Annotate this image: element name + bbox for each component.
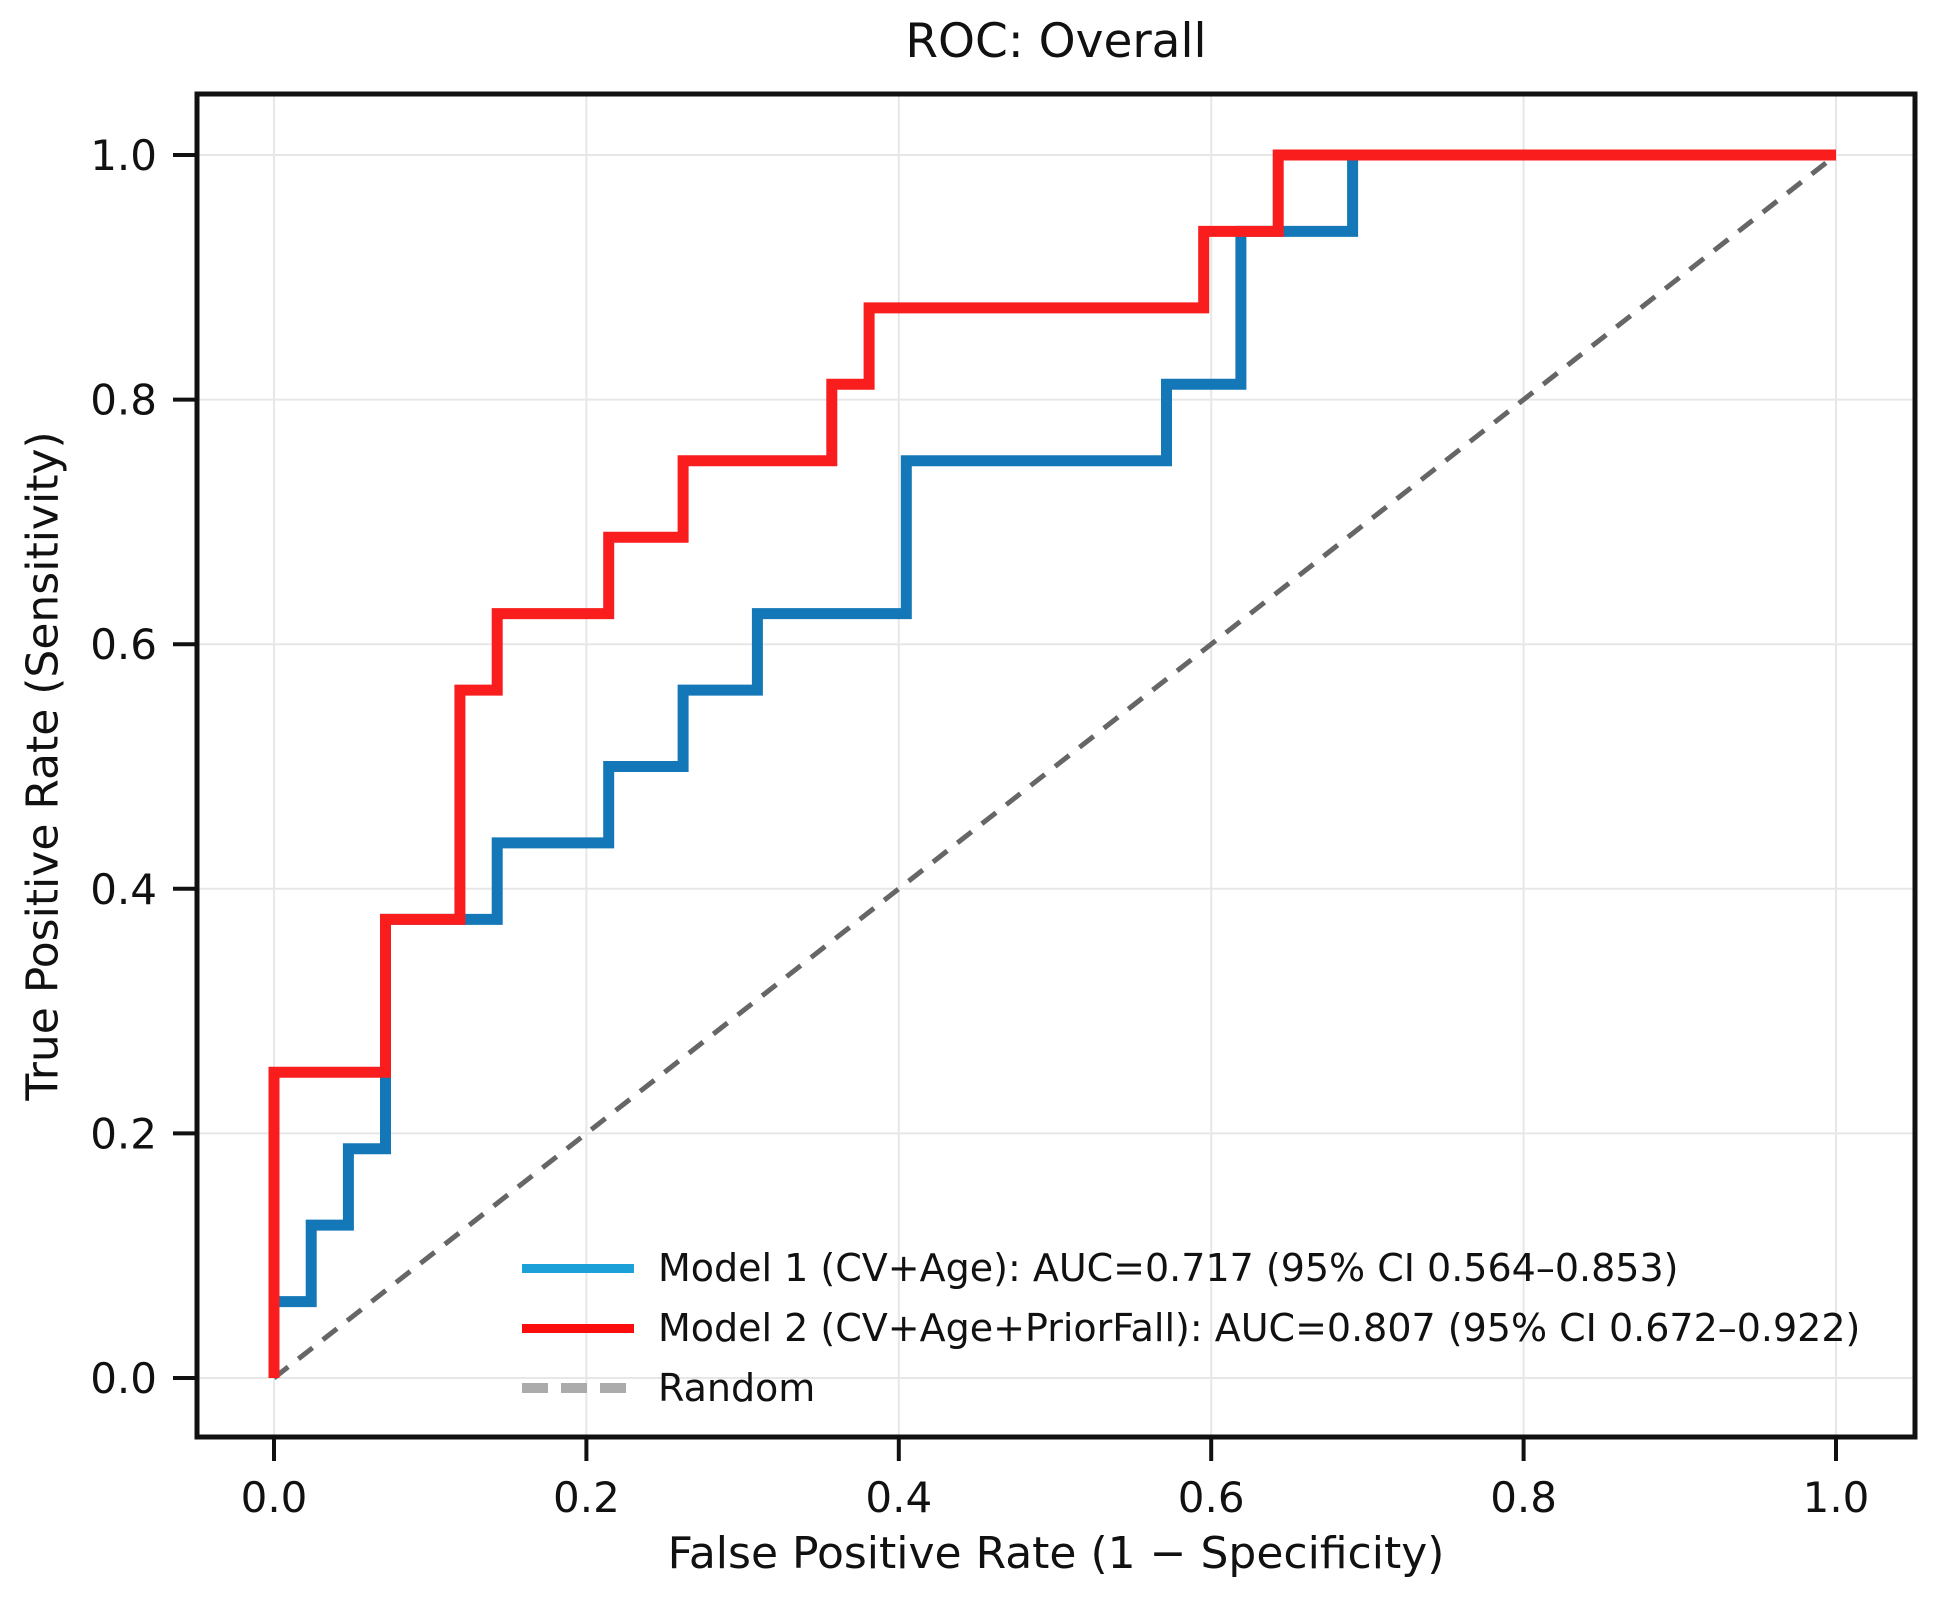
chart-title: ROC: Overall: [905, 14, 1207, 69]
y-tick-label: 0.8: [90, 376, 157, 425]
y-tick-label: 0.2: [90, 1109, 157, 1158]
series-line-random: [272, 153, 1838, 1380]
legend-label-model2: Model 2 (CV+Age+PriorFall): AUC=0.807 (9…: [658, 1306, 1861, 1350]
y-tick-label: 0.0: [90, 1354, 157, 1403]
legend: Model 1 (CV+Age): AUC=0.717 (95% CI 0.56…: [522, 1238, 1860, 1418]
y-tick-label: 1.0: [90, 131, 157, 180]
x-tick-label: 0.8: [1490, 1473, 1557, 1522]
x-tick-label: 1.0: [1803, 1473, 1870, 1522]
legend-label-model1: Model 1 (CV+Age): AUC=0.717 (95% CI 0.56…: [658, 1246, 1679, 1290]
legend-label-random: Random: [658, 1366, 816, 1410]
axes-spines: [194, 91, 1918, 1440]
series-line-model-2: [268, 149, 1836, 1378]
x-tick-label: 0.6: [1178, 1473, 1245, 1522]
legend-item-random: Random: [522, 1358, 1860, 1418]
x-axis-label: False Positive Rate (1 − Specificity): [667, 1528, 1445, 1579]
legend-item-model2: Model 2 (CV+Age+PriorFall): AUC=0.807 (9…: [522, 1298, 1860, 1358]
legend-item-model1: Model 1 (CV+Age): AUC=0.717 (95% CI 0.56…: [522, 1238, 1860, 1298]
model2-line-swatch-icon: [522, 1323, 634, 1333]
random-dashed-line-swatch-icon: [522, 1383, 634, 1393]
series-line-model-1: [268, 149, 1836, 1378]
y-tick-label: 0.4: [90, 865, 157, 914]
x-tick-label: 0.2: [553, 1473, 620, 1522]
y-tick-label: 0.6: [90, 620, 157, 669]
model1-line-swatch-icon: [522, 1263, 634, 1273]
x-tick-label: 0.4: [865, 1473, 932, 1522]
x-tick-label: 0.0: [241, 1473, 308, 1522]
y-axis-label: True Positive Rate (Sensitivity): [17, 431, 69, 1101]
